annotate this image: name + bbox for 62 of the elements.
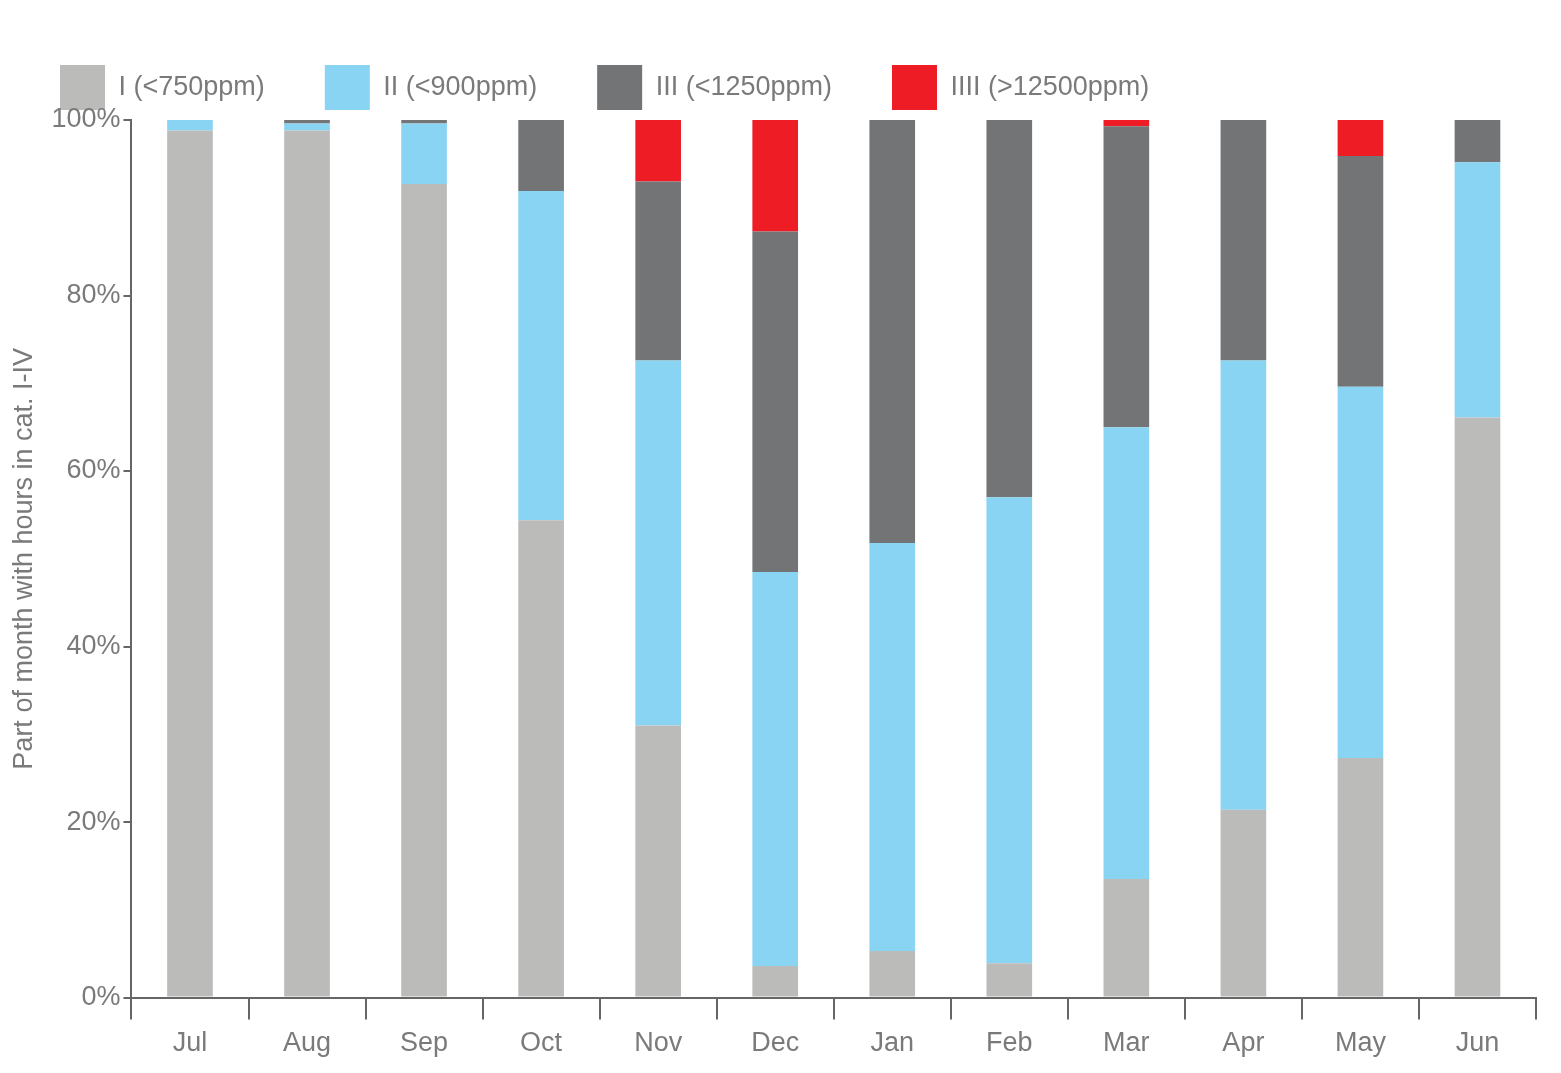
x-tick-label: Feb	[986, 1027, 1033, 1058]
bar	[1220, 809, 1267, 997]
legend-label: I (<750ppm)	[118, 70, 265, 101]
bar	[284, 123, 330, 131]
bar	[284, 120, 330, 124]
legend-label: III (<1250ppm)	[655, 70, 832, 101]
x-tick-label: Nov	[634, 1027, 683, 1058]
y-tick-label: 60%	[66, 454, 121, 485]
y-axis-title: Part of month with hours in cat. I-IV	[7, 347, 38, 770]
bar	[986, 963, 1033, 997]
bar	[869, 951, 916, 997]
bar	[1337, 386, 1384, 759]
bar	[869, 120, 916, 543]
bar	[869, 543, 916, 952]
x-tick-label: Mar	[1103, 1027, 1150, 1058]
legend-label: IIII (>12500ppm)	[950, 70, 1150, 101]
bar	[1103, 879, 1150, 997]
x-tick-label: Jul	[172, 1027, 208, 1058]
bar	[518, 120, 564, 192]
y-tick-label: 80%	[66, 278, 121, 309]
bar	[1337, 155, 1384, 387]
bar	[1454, 417, 1501, 997]
bar	[167, 120, 213, 131]
bar	[518, 520, 564, 997]
bar	[752, 120, 799, 232]
x-tick-label: Sep	[400, 1027, 449, 1058]
bar	[635, 181, 681, 361]
bar	[167, 130, 213, 997]
bar	[401, 120, 447, 124]
bar	[635, 725, 681, 997]
bar	[752, 231, 799, 572]
bar	[284, 130, 330, 997]
y-tick-label: 100%	[51, 103, 121, 134]
y-tick-label: 40%	[66, 630, 121, 661]
x-tick-label: Oct	[520, 1027, 563, 1058]
x-tick-label: Jun	[1455, 1027, 1500, 1058]
x-tick-label: Jan	[870, 1027, 915, 1058]
bar	[1103, 126, 1150, 428]
x-tick-label: May	[1334, 1027, 1387, 1058]
x-tick-label: Apr	[1222, 1027, 1265, 1058]
bar	[1454, 120, 1501, 163]
bar	[401, 123, 447, 185]
x-tick-label: Dec	[751, 1027, 800, 1058]
bar	[1220, 120, 1267, 361]
bar	[752, 571, 799, 967]
bar	[1337, 120, 1384, 156]
bar	[986, 497, 1033, 964]
y-tick-label: 0%	[81, 981, 121, 1012]
bar	[1103, 427, 1150, 880]
x-tick-label: Aug	[283, 1027, 332, 1058]
bar	[1103, 120, 1150, 127]
y-tick-label: 20%	[66, 805, 121, 836]
bar	[635, 360, 681, 726]
bar	[1337, 758, 1384, 997]
bar	[1220, 360, 1267, 810]
bar	[752, 966, 799, 997]
bar	[401, 184, 447, 997]
bar	[986, 120, 1033, 498]
bar	[518, 191, 564, 521]
legend-label: II (<900ppm)	[383, 70, 538, 101]
bar	[1454, 162, 1501, 418]
bar	[635, 120, 681, 182]
